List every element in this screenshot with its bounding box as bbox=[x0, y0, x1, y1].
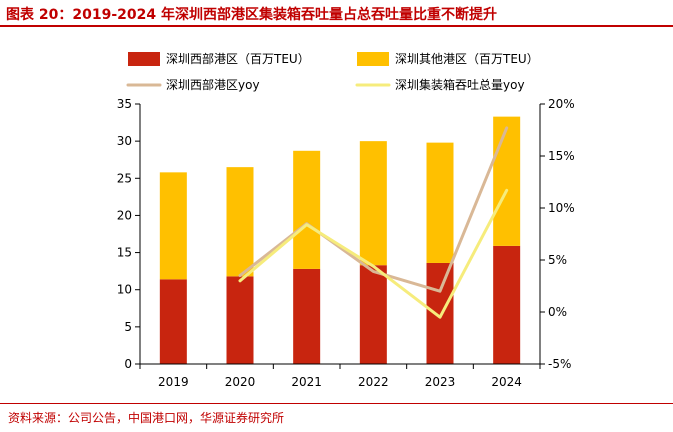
right-tick-label: 5% bbox=[548, 253, 567, 267]
legend-item-0: 深圳西部港区（百万TEU） bbox=[128, 51, 310, 66]
chart-title: 图表 20：2019-2024 年深圳西部港区集装箱吞吐量占总吞吐量比重不断提升 bbox=[6, 7, 497, 23]
right-tick-label: 10% bbox=[548, 201, 575, 215]
bar-other-2022 bbox=[359, 141, 387, 266]
legend-item-1: 深圳其他港区（百万TEU） bbox=[357, 52, 539, 66]
x-tick-label-2020: 2020 bbox=[225, 375, 256, 389]
bar-west-2022 bbox=[359, 265, 387, 364]
legend-item-3: 深圳集装箱吞吐总量yoy bbox=[355, 77, 525, 92]
title-divider bbox=[0, 25, 673, 27]
bar-west-2024 bbox=[493, 245, 521, 364]
right-tick-label: -5% bbox=[548, 357, 571, 371]
bar-other-2024 bbox=[493, 116, 521, 246]
x-tick-label-2024: 2024 bbox=[491, 375, 522, 389]
bar-other-2021 bbox=[293, 150, 321, 269]
left-tick-label: 25 bbox=[117, 171, 132, 185]
bar-west-2020 bbox=[226, 276, 254, 364]
bar-other-2020 bbox=[226, 167, 254, 277]
bar-other-2023 bbox=[426, 142, 454, 263]
right-tick-label: 0% bbox=[548, 305, 567, 319]
bars bbox=[159, 116, 521, 364]
left-tick-label: 20 bbox=[117, 208, 132, 222]
left-tick-label: 35 bbox=[117, 97, 132, 111]
left-tick-label: 15 bbox=[117, 246, 132, 260]
bar-west-2021 bbox=[293, 268, 321, 364]
source-note: 资料来源：公司公告，中国港口网，华源证券研究所 bbox=[8, 411, 285, 425]
axes: 0 5 10 15 20 25 30 35 -5% 0% 5% 10% 15% 20% 2019 2020 20… bbox=[117, 97, 575, 389]
legend-swatch bbox=[128, 52, 160, 66]
x-tick-label-2022: 2022 bbox=[358, 375, 389, 389]
x-tick-label-2019: 2019 bbox=[158, 375, 189, 389]
left-tick-label: 0 bbox=[124, 357, 132, 371]
x-tick-label-2021: 2021 bbox=[291, 375, 322, 389]
legend-label: 深圳其他港区（百万TEU） bbox=[395, 52, 539, 66]
left-tick-label: 5 bbox=[124, 320, 132, 334]
footer-divider bbox=[0, 403, 673, 404]
legend-label: 深圳集装箱吞吐总量yoy bbox=[395, 77, 525, 92]
x-tick-label-2023: 2023 bbox=[425, 375, 456, 389]
legend-label: 深圳西部港区yoy bbox=[166, 77, 260, 92]
legend-label: 深圳西部港区（百万TEU） bbox=[166, 51, 310, 66]
left-tick-label: 30 bbox=[117, 134, 132, 148]
right-tick-label: 15% bbox=[548, 149, 575, 163]
bar-west-2023 bbox=[426, 262, 454, 364]
legend-swatch bbox=[357, 52, 389, 66]
legend: 深圳西部港区（百万TEU） 深圳其他港区（百万TEU） 深圳西部港区yoy 深圳集装箱… bbox=[126, 51, 539, 92]
legend-item-2: 深圳西部港区yoy bbox=[126, 77, 260, 92]
bar-west-2019 bbox=[159, 279, 187, 364]
left-tick-label: 10 bbox=[117, 283, 132, 297]
bar-other-2019 bbox=[159, 172, 187, 280]
right-tick-label: 20% bbox=[548, 97, 575, 111]
lines bbox=[238, 126, 509, 319]
